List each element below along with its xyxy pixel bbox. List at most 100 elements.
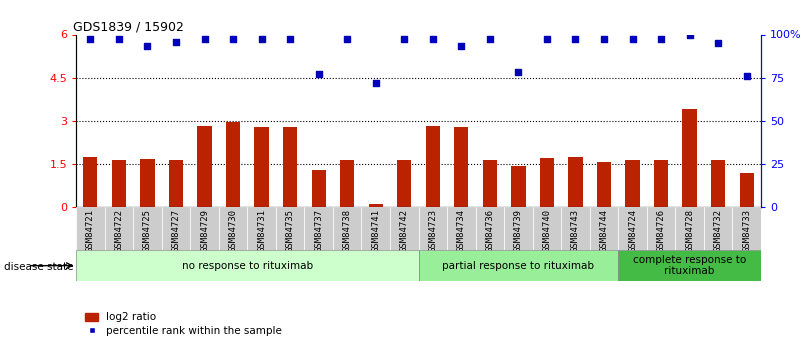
Point [256, 36, 268, 42]
Bar [511, 166, 525, 207]
Bar [340, 160, 354, 207]
Point [141, 43, 154, 49]
Bar [562, 207, 590, 250]
Bar [397, 159, 412, 207]
Bar [226, 122, 240, 207]
Bar [169, 160, 183, 207]
Text: GSM84732: GSM84732 [714, 209, 723, 252]
Bar [112, 159, 126, 207]
Bar [626, 160, 640, 207]
Text: GSM84739: GSM84739 [514, 209, 523, 252]
Bar [540, 158, 554, 207]
Bar [418, 250, 618, 281]
Text: GSM84728: GSM84728 [685, 209, 694, 252]
Text: GSM84724: GSM84724 [628, 209, 637, 252]
Text: partial response to rituximab: partial response to rituximab [442, 261, 594, 270]
Legend: log2 ratio, percentile rank within the sample: log2 ratio, percentile rank within the s… [82, 308, 286, 340]
Bar [504, 207, 533, 250]
Bar [76, 207, 105, 250]
Bar [248, 207, 276, 250]
Text: GSM84735: GSM84735 [286, 209, 295, 252]
Text: GSM84737: GSM84737 [314, 209, 323, 252]
Bar [283, 127, 297, 207]
Bar [533, 207, 562, 250]
Point [740, 73, 753, 79]
Bar [312, 170, 326, 207]
Point [484, 36, 497, 42]
Bar [732, 207, 761, 250]
Text: GSM84729: GSM84729 [200, 209, 209, 252]
Bar [255, 127, 268, 207]
Bar [276, 207, 304, 250]
Point [369, 81, 382, 86]
Text: GSM84740: GSM84740 [542, 209, 551, 252]
Bar [447, 207, 476, 250]
Point [398, 36, 411, 42]
Text: GSM84723: GSM84723 [429, 209, 437, 252]
Bar [682, 109, 697, 207]
Point [340, 36, 353, 42]
Bar [476, 207, 504, 250]
Text: GSM84725: GSM84725 [143, 209, 152, 252]
Bar [418, 207, 447, 250]
Text: GSM84733: GSM84733 [743, 209, 751, 252]
Bar [219, 207, 248, 250]
Text: GSM84734: GSM84734 [457, 209, 466, 252]
Bar [646, 207, 675, 250]
Bar [140, 159, 155, 207]
Bar [675, 207, 704, 250]
Text: GSM84741: GSM84741 [371, 209, 380, 252]
Text: complete response to
rituximab: complete response to rituximab [633, 255, 747, 276]
Text: GSM84730: GSM84730 [228, 209, 238, 252]
Text: GSM84726: GSM84726 [657, 209, 666, 252]
Bar [333, 207, 361, 250]
Point [598, 36, 610, 42]
Point [455, 43, 468, 49]
Point [626, 36, 639, 42]
Point [284, 36, 296, 42]
Text: disease state: disease state [4, 263, 74, 272]
Text: GSM84736: GSM84736 [485, 209, 494, 252]
Point [569, 36, 582, 42]
Text: GSM84727: GSM84727 [171, 209, 180, 252]
Bar [739, 172, 754, 207]
Text: GSM84722: GSM84722 [115, 209, 123, 252]
Point [654, 36, 667, 42]
Bar [425, 126, 440, 207]
Bar [162, 207, 190, 250]
Bar [654, 159, 668, 207]
Point [312, 71, 325, 77]
Point [84, 36, 97, 42]
Point [426, 36, 439, 42]
Bar [76, 250, 418, 281]
Text: GSM84742: GSM84742 [400, 209, 409, 252]
Bar [590, 207, 618, 250]
Bar [361, 207, 390, 250]
Point [170, 39, 183, 45]
Bar [454, 127, 469, 207]
Bar [618, 250, 761, 281]
Text: no response to rituximab: no response to rituximab [182, 261, 313, 270]
Bar [569, 157, 582, 207]
Text: GDS1839 / 15902: GDS1839 / 15902 [73, 20, 183, 33]
Bar [133, 207, 162, 250]
Point [512, 70, 525, 75]
Point [541, 36, 553, 42]
Bar [597, 162, 611, 207]
Point [112, 36, 125, 42]
Point [198, 36, 211, 42]
Point [227, 36, 239, 42]
Text: GSM84738: GSM84738 [343, 209, 352, 252]
Text: GSM84721: GSM84721 [86, 209, 95, 252]
Bar [191, 207, 219, 250]
Point [712, 40, 725, 45]
Point [683, 33, 696, 38]
Bar [197, 126, 211, 207]
Bar [83, 157, 98, 207]
Bar [704, 207, 732, 250]
Text: GSM84731: GSM84731 [257, 209, 266, 252]
Bar [105, 207, 133, 250]
Bar [390, 207, 418, 250]
Bar [304, 207, 333, 250]
Bar [711, 159, 725, 207]
